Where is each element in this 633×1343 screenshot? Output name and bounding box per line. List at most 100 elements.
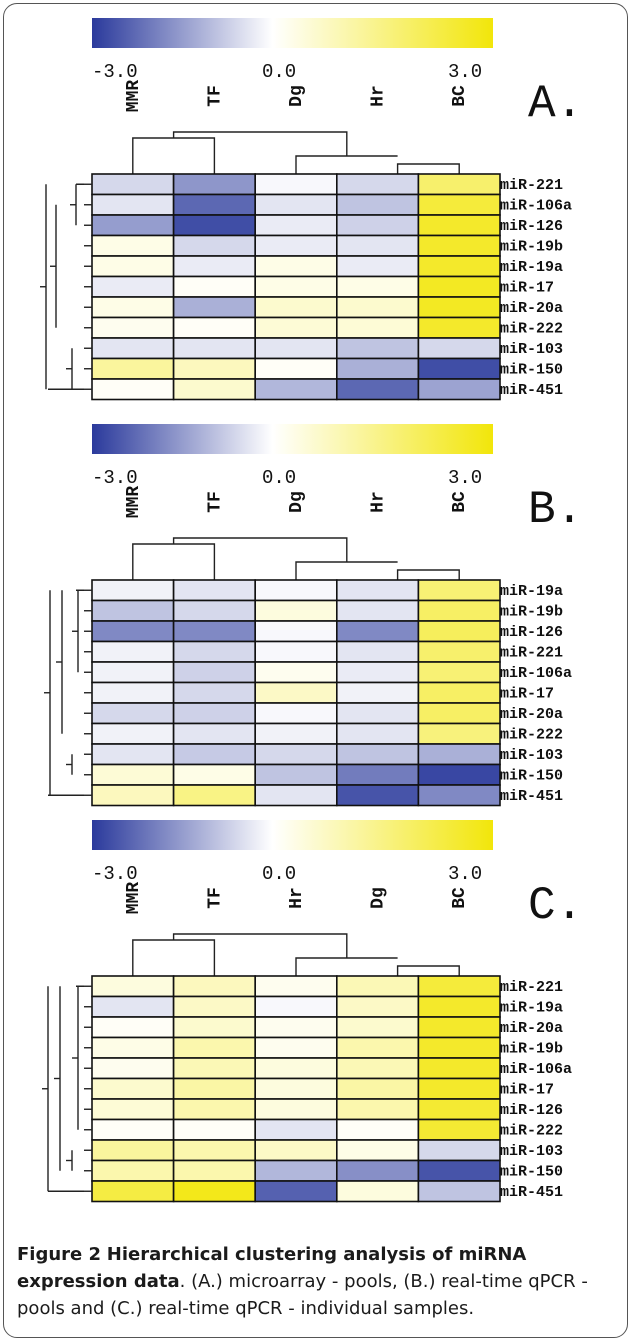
color-scale-tick-label: -3.0	[92, 61, 138, 83]
row-label: miR-150	[500, 768, 563, 785]
heatmap-cell	[91, 743, 175, 766]
dendrogram-branch	[172, 131, 348, 156]
heatmap-cell	[91, 722, 175, 745]
row-label: miR-19a	[500, 1000, 563, 1017]
column-label: MMR	[124, 80, 144, 113]
heatmap-cell	[335, 296, 420, 319]
heatmap-cell	[254, 1016, 338, 1039]
color-scale-tick-label: 0.0	[262, 61, 296, 83]
heatmap-cell	[254, 214, 338, 237]
heatmap-cell	[172, 579, 257, 602]
row-label: miR-103	[500, 747, 563, 764]
heatmap-cell	[417, 296, 501, 319]
heatmap-cell	[335, 378, 420, 401]
heatmap-cell	[335, 1098, 420, 1121]
heatmap-cell	[172, 763, 257, 786]
heatmap-cell	[254, 681, 338, 704]
panel-label: C.	[528, 880, 583, 932]
heatmap-cell	[335, 193, 420, 216]
heatmap-cell	[335, 763, 420, 786]
column-label: BC	[450, 491, 470, 513]
heatmap-cell	[254, 620, 338, 643]
heatmap-cell	[335, 357, 420, 380]
column-label: Dg	[287, 85, 307, 107]
heatmap-cell	[172, 357, 257, 380]
heatmap-cell	[335, 255, 420, 278]
heatmap-cell	[91, 1159, 175, 1182]
row-dendrogram	[42, 985, 92, 1192]
heatmap-cell	[254, 173, 338, 196]
heatmap-cell	[254, 743, 338, 766]
heatmap-cell	[254, 579, 338, 602]
heatmap-cell	[172, 173, 257, 196]
heatmap-cell	[254, 640, 338, 663]
figure-label: Figure 2	[17, 1244, 102, 1265]
dendrogram-branch	[396, 569, 460, 580]
heatmap-cell	[254, 599, 338, 622]
heatmap-cell	[335, 681, 420, 704]
heatmap-cell	[417, 975, 501, 998]
heatmap-cell	[91, 599, 175, 622]
heatmap-cell	[254, 995, 338, 1018]
heatmap-cell	[91, 1180, 175, 1203]
row-label: miR-19a	[500, 583, 563, 600]
row-label: miR-19b	[500, 1041, 563, 1058]
heatmap-cell	[417, 1139, 501, 1162]
heatmap-cell	[417, 763, 501, 786]
heatmap-cell	[254, 975, 338, 998]
heatmap-cell	[254, 1180, 338, 1203]
heatmap-cell	[335, 784, 420, 807]
heatmap-cell	[335, 722, 420, 745]
row-label: miR-150	[500, 362, 563, 379]
heatmap-cell	[172, 275, 257, 298]
heatmap-cell	[254, 296, 338, 319]
row-dendrogram	[44, 589, 92, 796]
row-label: miR-221	[500, 645, 563, 662]
column-label: MMR	[124, 486, 144, 519]
heatmap-cell	[417, 620, 501, 643]
heatmap-cell	[91, 296, 175, 319]
dendrogram-branch	[48, 985, 84, 1192]
heatmap-cell	[335, 620, 420, 643]
heatmap-cell	[91, 995, 175, 1018]
heatmap-cell	[417, 702, 501, 725]
heatmap-cell	[335, 214, 420, 237]
heatmap-figure: -3.0 0.0 3.0 A. MMR TF Dg Hr BC miR-221 miR-106a mi…	[40, 18, 583, 1203]
dendrogram-branch	[396, 163, 460, 174]
color-scale-tick-label: -3.0	[92, 467, 138, 489]
heatmap-cell	[254, 1098, 338, 1121]
column-label: Hr	[287, 887, 307, 909]
heatmap-cell	[417, 743, 501, 766]
heatmap-cell	[91, 640, 175, 663]
heatmap-cell	[91, 702, 175, 725]
heatmap-cell	[335, 1159, 420, 1182]
heatmap-panel-1: -3.0 0.0 3.0 A. MMR TF Dg Hr BC miR-221 miR-106a mi…	[40, 18, 583, 401]
row-label: miR-20a	[500, 1020, 563, 1037]
dendrogram-branch	[132, 543, 216, 580]
dendrogram-branch	[295, 957, 398, 976]
heatmap-cell	[172, 1118, 257, 1141]
heatmap-cell	[91, 1036, 175, 1059]
row-label: miR-222	[500, 727, 563, 744]
row-label: miR-451	[500, 1184, 563, 1201]
row-label: miR-451	[500, 788, 563, 805]
heatmap-cell	[417, 661, 501, 684]
column-label: Dg	[287, 491, 307, 513]
heatmap-cell	[91, 214, 175, 237]
heatmap-cell	[91, 661, 175, 684]
color-scale-bar	[92, 18, 493, 48]
dendrogram-branch	[295, 155, 398, 174]
row-label: miR-150	[500, 1164, 563, 1181]
heatmap-cell	[91, 975, 175, 998]
heatmap-cell	[91, 173, 175, 196]
heatmap-cell	[91, 255, 175, 278]
row-label: miR-106a	[500, 665, 572, 682]
heatmap-cell	[254, 722, 338, 745]
heatmap-cell	[172, 214, 257, 237]
heatmap-cell	[254, 378, 338, 401]
heatmap-cell	[417, 255, 501, 278]
heatmap-cell	[91, 1098, 175, 1121]
heatmap-cell	[91, 784, 175, 807]
heatmap-cell	[335, 1180, 420, 1203]
heatmap-cell	[172, 378, 257, 401]
